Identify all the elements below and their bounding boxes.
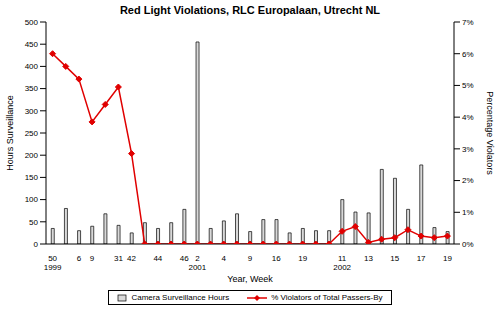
svg-text:9: 9: [90, 254, 95, 263]
svg-text:3%: 3%: [462, 145, 474, 154]
svg-text:50: 50: [29, 218, 38, 227]
svg-text:450: 450: [25, 40, 39, 49]
svg-text:1%: 1%: [462, 208, 474, 217]
svg-text:Percentage Violators: Percentage Violators: [485, 91, 495, 175]
svg-text:300: 300: [25, 107, 39, 116]
svg-text:4%: 4%: [462, 113, 474, 122]
svg-text:0%: 0%: [462, 240, 474, 249]
svg-text:19: 19: [298, 254, 307, 263]
svg-text:5%: 5%: [462, 81, 474, 90]
svg-text:4: 4: [221, 254, 226, 263]
svg-text:Hours Surveillance: Hours Surveillance: [5, 95, 15, 171]
svg-text:2%: 2%: [462, 176, 474, 185]
svg-text:31: 31: [114, 254, 123, 263]
svg-text:9: 9: [248, 254, 253, 263]
svg-text:16: 16: [272, 254, 281, 263]
html-text:Red Light Violations, RLC Euro: Red Light Violations, RLC Europalaan, Ut…: [119, 4, 381, 16]
svg-text:100: 100: [25, 195, 39, 204]
svg-text:7%: 7%: [462, 18, 474, 27]
svg-text:112002: 112002: [333, 254, 351, 272]
svg-text:250: 250: [25, 129, 39, 138]
svg-text:22001: 22001: [188, 254, 206, 272]
svg-text:6: 6: [77, 254, 82, 263]
svg-text:500: 500: [25, 18, 39, 27]
svg-text:0: 0: [34, 240, 39, 249]
svg-text:200: 200: [25, 151, 39, 160]
html-text:% Violators of Total Passers-B: % Violators of Total Passers-By: [271, 293, 383, 302]
svg-text:501999: 501999: [44, 254, 62, 272]
svg-text:19: 19: [443, 254, 452, 263]
svg-text:6%: 6%: [462, 50, 474, 59]
svg-text:400: 400: [25, 62, 39, 71]
html-text:Camera Surveillance Hours: Camera Surveillance Hours: [131, 293, 230, 302]
svg-text:350: 350: [25, 84, 39, 93]
svg-text:Year, Week: Year, Week: [227, 274, 273, 284]
svg-text:44: 44: [153, 254, 162, 263]
svg-text:13: 13: [364, 254, 373, 263]
svg-text:15: 15: [390, 254, 399, 263]
svg-text:42: 42: [127, 254, 136, 263]
svg-text:17: 17: [417, 254, 426, 263]
svg-text:46: 46: [180, 254, 189, 263]
svg-text:150: 150: [25, 173, 39, 182]
